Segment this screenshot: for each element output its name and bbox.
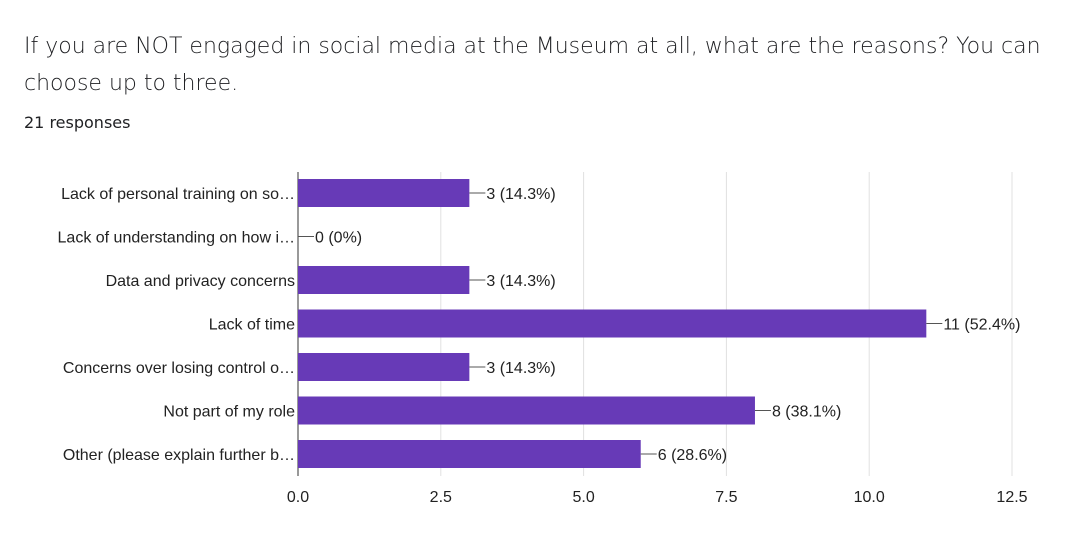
category-label: Not part of my role [163,404,295,421]
data-label: 8 (38.1%) [772,404,841,421]
data-label: 3 (14.3%) [486,273,555,290]
x-tick-label: 7.5 [715,489,737,506]
bar [298,309,927,338]
x-tick-label: 12.5 [996,489,1027,506]
data-label: 3 (14.3%) [486,186,555,203]
data-label: 11 (52.4%) [943,317,1020,334]
category-label: Data and privacy concerns [106,273,295,290]
data-label: 3 (14.3%) [486,360,555,377]
x-tick-label: 0.0 [287,489,309,506]
category-label: Lack of personal training on so… [61,186,295,203]
x-tick-label: 10.0 [854,489,885,506]
data-label: 0 (0%) [315,230,362,247]
response-count: 21 responses [24,113,131,132]
bar [298,179,470,207]
bar [298,440,641,468]
bar [298,266,470,294]
question-title: If you are NOT engaged in social media a… [24,34,1041,96]
x-tick-label: 2.5 [430,489,452,506]
category-label: Lack of understanding on how i… [58,230,295,247]
category-label: Lack of time [209,317,295,334]
x-tick-label: 5.0 [572,489,594,506]
bar [298,353,470,381]
bar [298,396,755,425]
data-label: 6 (28.6%) [658,447,727,464]
category-label: Concerns over losing control o… [63,360,295,377]
category-label: Other (please explain further b… [63,447,295,464]
